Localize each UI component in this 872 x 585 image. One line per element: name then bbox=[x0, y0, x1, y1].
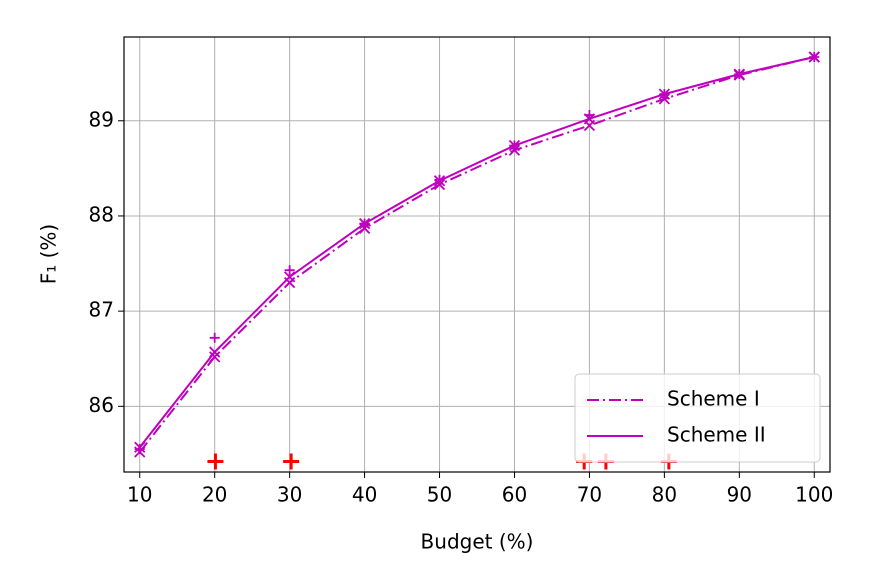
x-tick-label: 60 bbox=[502, 483, 527, 507]
x-tick-label: 100 bbox=[795, 483, 833, 507]
data-point bbox=[734, 69, 745, 80]
y-tick-label: 89 bbox=[89, 107, 114, 131]
legend-label: Scheme II bbox=[667, 423, 766, 447]
data-point bbox=[283, 453, 300, 470]
data-point bbox=[207, 453, 224, 470]
data-point bbox=[809, 51, 820, 62]
x-tick-label: 10 bbox=[127, 483, 152, 507]
data-point bbox=[134, 444, 145, 455]
y-tick-label: 87 bbox=[89, 298, 114, 322]
data-point bbox=[209, 332, 220, 343]
x-tick-label: 20 bbox=[202, 483, 227, 507]
x-tick-label: 80 bbox=[652, 483, 677, 507]
data-point bbox=[659, 89, 670, 100]
legend-label: Scheme I bbox=[667, 387, 760, 411]
x-axis-label: Budget (%) bbox=[421, 530, 534, 554]
series-line bbox=[138, 56, 815, 453]
data-point bbox=[359, 218, 370, 229]
y-axis-label: F₁ (%) bbox=[37, 224, 61, 285]
data-point bbox=[209, 351, 221, 363]
legend: Scheme I Scheme II bbox=[574, 373, 821, 463]
legend-frame bbox=[574, 373, 821, 463]
x-tick-label: 50 bbox=[427, 483, 452, 507]
data-point bbox=[584, 110, 595, 121]
y-tick-label: 88 bbox=[89, 202, 114, 226]
y-tick-label: 86 bbox=[89, 393, 114, 417]
x-tick-label: 30 bbox=[277, 483, 302, 507]
series-line bbox=[138, 56, 815, 448]
data-point bbox=[284, 265, 295, 276]
x-tick-label: 70 bbox=[577, 483, 602, 507]
x-tick-label: 40 bbox=[352, 483, 377, 507]
data-point bbox=[434, 174, 445, 185]
plot-frame bbox=[123, 36, 831, 473]
data-point bbox=[283, 271, 296, 283]
x-tick-label: 90 bbox=[727, 483, 752, 507]
data-point bbox=[509, 140, 520, 151]
data-point bbox=[209, 346, 221, 358]
